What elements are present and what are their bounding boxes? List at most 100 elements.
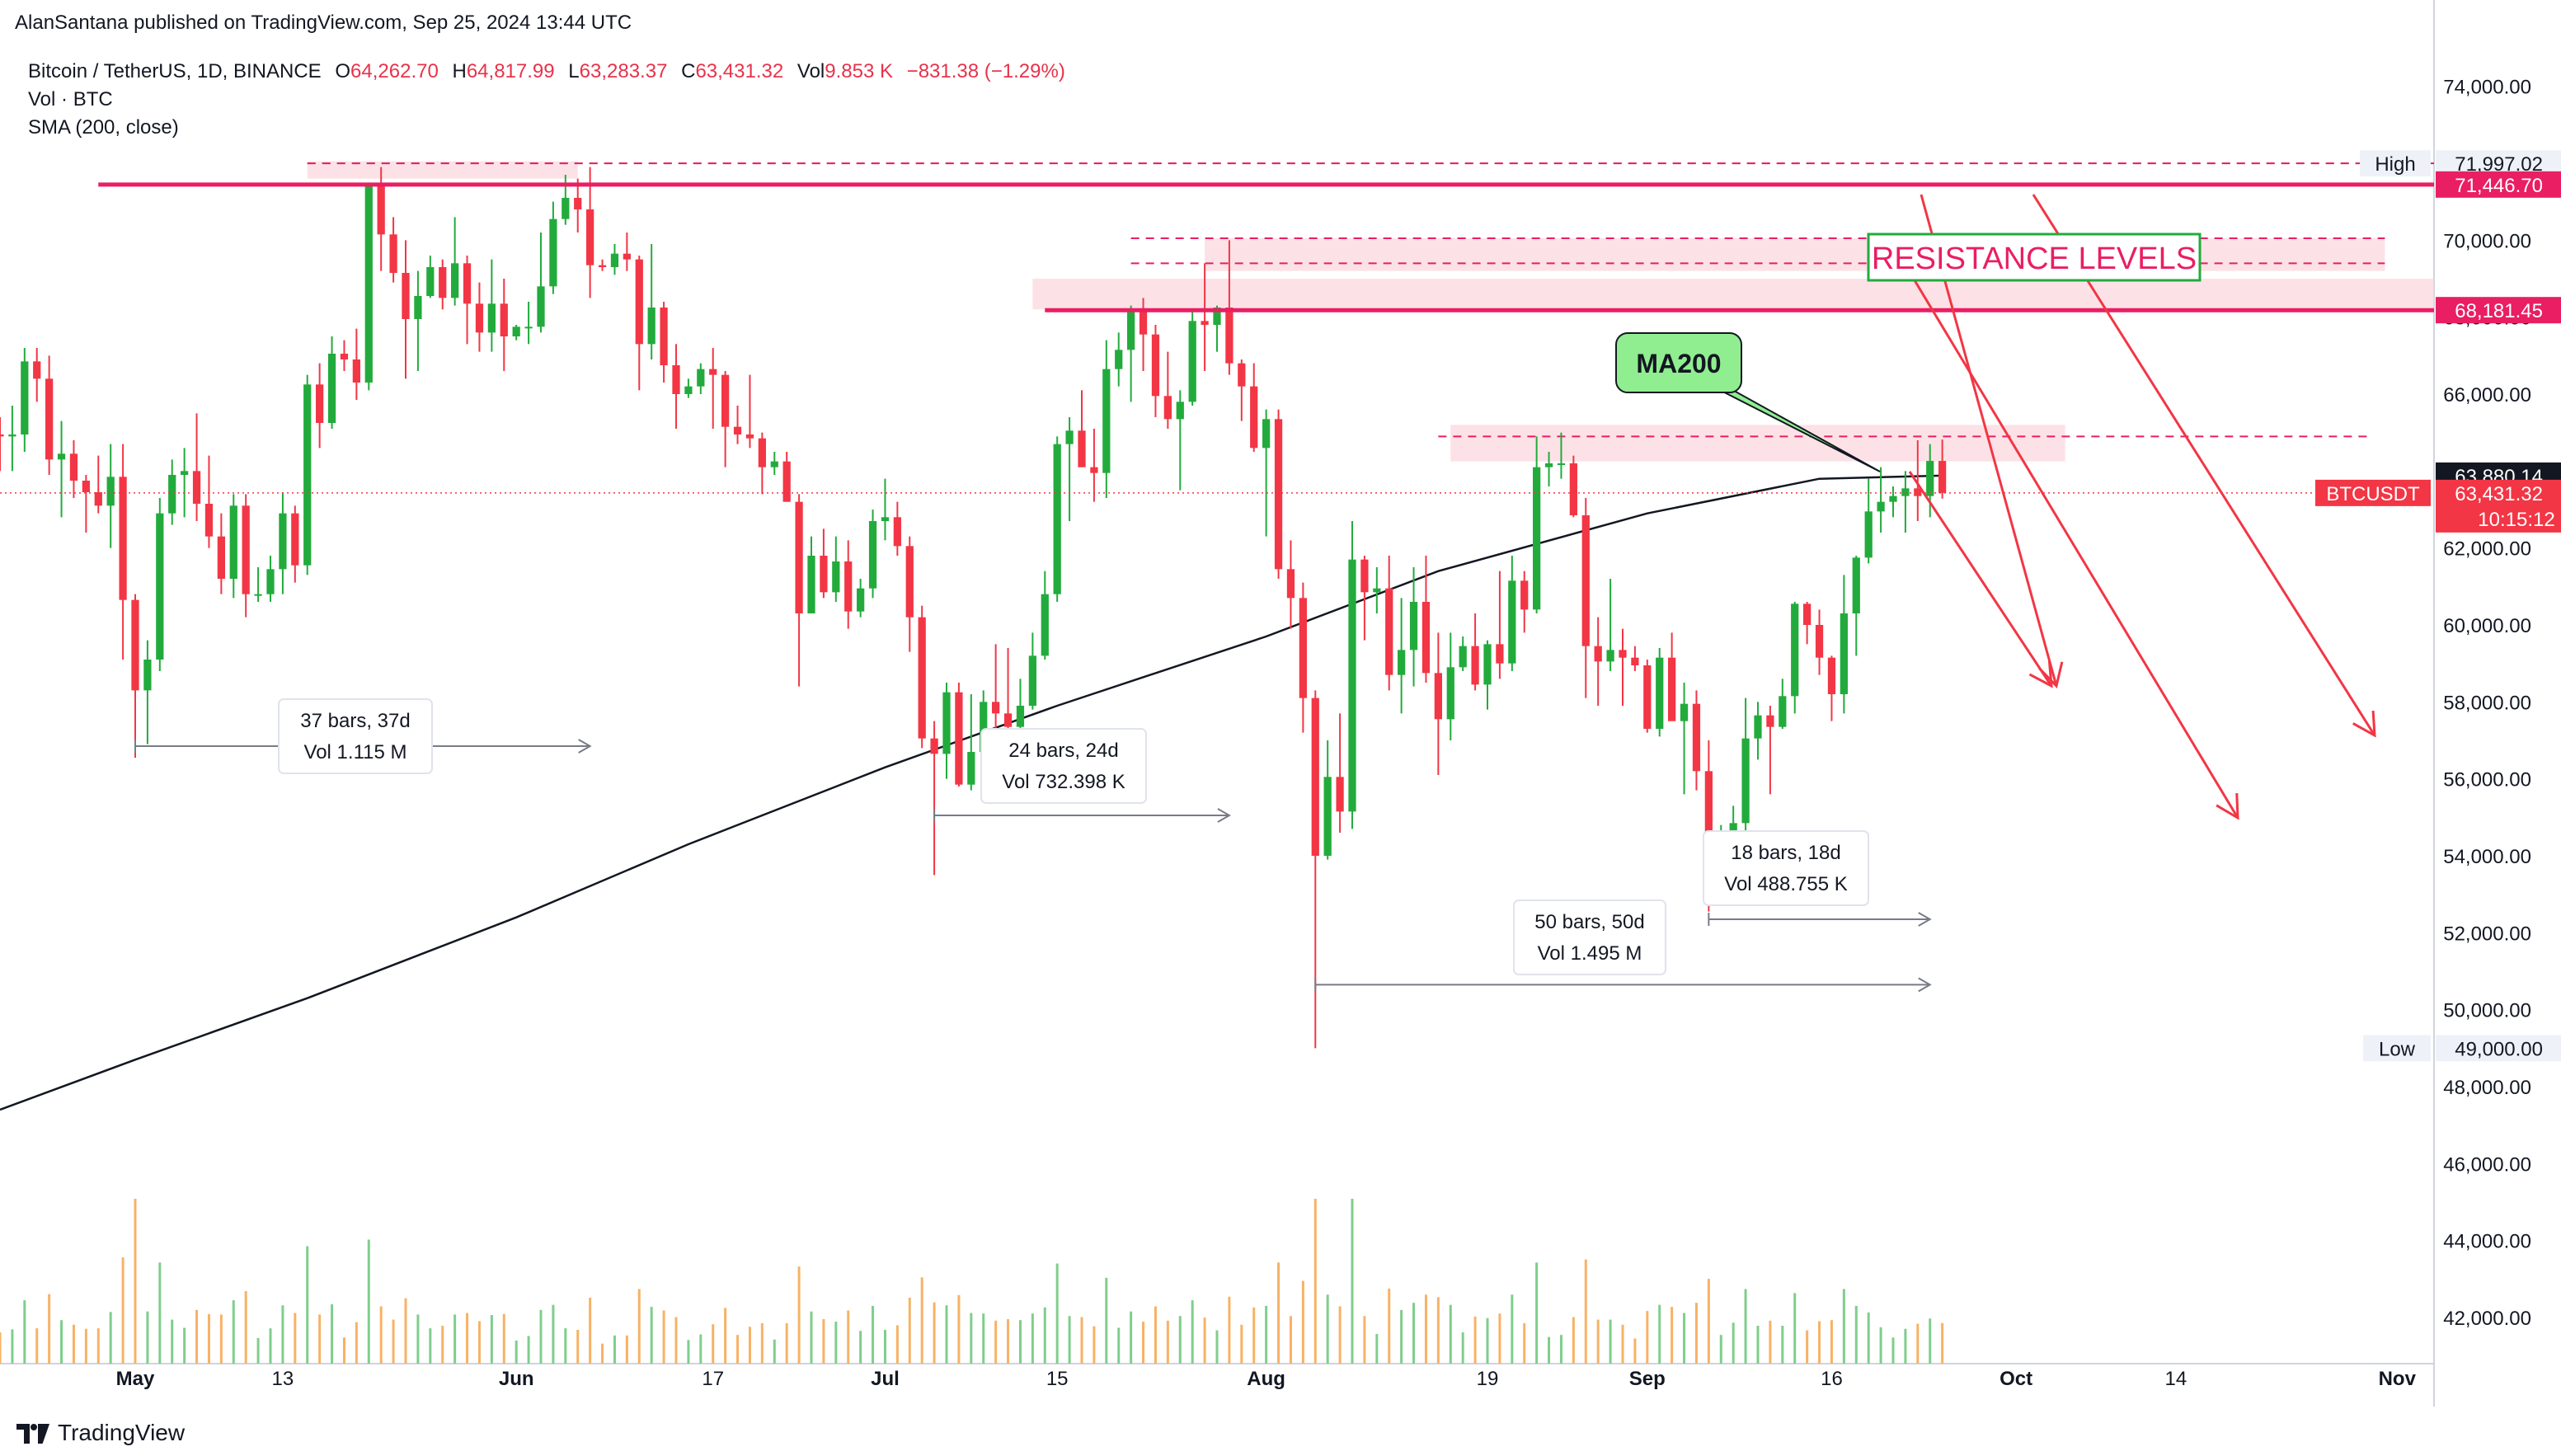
candle-body xyxy=(1803,604,1811,625)
candle-body xyxy=(143,660,152,691)
volume-bar xyxy=(785,1322,788,1364)
candle-body xyxy=(1852,557,1860,613)
candle-body xyxy=(672,365,680,394)
candle-body xyxy=(1791,604,1799,697)
volume-bar xyxy=(1252,1307,1256,1364)
legend-vol-label: Vol xyxy=(796,60,825,82)
volume-bar xyxy=(895,1325,899,1364)
candle-body xyxy=(1028,655,1036,706)
price-tick-label: 62,000.00 xyxy=(2443,538,2531,561)
candle-body xyxy=(562,198,570,219)
candle-body xyxy=(21,361,29,434)
legend-vol-value: 9.853 K xyxy=(825,60,893,82)
low-price-label-bg xyxy=(2436,1035,2561,1062)
candle-body xyxy=(463,263,472,304)
measure-bars-text: 24 bars, 24d xyxy=(1008,740,1118,762)
volume-bar xyxy=(650,1307,653,1364)
volume-bar xyxy=(883,1329,886,1364)
volume-bar xyxy=(1732,1322,1735,1364)
candle-body xyxy=(487,303,496,333)
volume-bar xyxy=(294,1313,297,1364)
candle-body xyxy=(1766,715,1774,727)
candle-body xyxy=(1053,444,1061,594)
resistance-price-label-bg xyxy=(2436,297,2561,324)
volume-bar xyxy=(256,1337,260,1364)
volume-bar xyxy=(1671,1307,1674,1364)
legend-sma-indicator[interactable]: SMA (200, close) xyxy=(28,116,179,139)
chart-legend: Bitcoin / TetherUS, 1D, BINANCE O64,262.… xyxy=(28,58,1065,142)
candle-body xyxy=(697,369,705,387)
volume-bar xyxy=(982,1313,985,1364)
candle-body xyxy=(881,517,890,521)
candle-body xyxy=(1459,646,1467,668)
volume-bar xyxy=(1941,1322,1944,1364)
candle-body xyxy=(1299,598,1307,698)
price-tick-label: 48,000.00 xyxy=(2443,1077,2531,1099)
volume-bar xyxy=(416,1314,420,1364)
candle-body xyxy=(1446,667,1454,720)
tradingview-brand[interactable]: TradingView xyxy=(16,1420,185,1446)
resistance-zone xyxy=(307,161,578,179)
volume-bar xyxy=(810,1311,813,1364)
volume-bar xyxy=(48,1294,51,1364)
volume-bar xyxy=(306,1246,309,1364)
volume-bar xyxy=(1584,1259,1587,1364)
candle-body xyxy=(1373,588,1381,593)
time-tick-label: 19 xyxy=(1477,1368,1499,1390)
price-tick-label: 66,000.00 xyxy=(2443,384,2531,406)
candle-body xyxy=(758,438,766,467)
volume-bar xyxy=(601,1343,604,1364)
resistance-zone xyxy=(1450,425,2065,462)
measure-bars-text: 37 bars, 37d xyxy=(300,710,410,732)
publisher-line: AlanSantana published on TradingView.com… xyxy=(15,12,632,34)
volume-bar xyxy=(1351,1199,1354,1364)
candle-body xyxy=(807,556,815,613)
volume-bar xyxy=(1117,1327,1121,1364)
volume-bar xyxy=(1093,1326,1096,1364)
resistance-price-label: 68,181.45 xyxy=(2455,300,2543,322)
volume-bar xyxy=(134,1199,137,1364)
volume-bar xyxy=(1694,1303,1698,1364)
candle-body xyxy=(340,354,349,359)
volume-bar xyxy=(1031,1313,1034,1364)
candle-body xyxy=(500,303,508,336)
volume-bar xyxy=(1363,1316,1366,1364)
legend-open-label: O xyxy=(335,60,351,82)
measure-volume-text: Vol 488.755 K xyxy=(1724,873,1847,895)
volume-bar xyxy=(121,1257,125,1364)
volume-bar xyxy=(367,1239,370,1364)
candle-body xyxy=(426,267,435,296)
candle-body xyxy=(1127,311,1135,350)
candle-body xyxy=(930,738,938,754)
candle-body xyxy=(610,253,619,267)
volume-bar xyxy=(1265,1305,1268,1364)
volume-bar xyxy=(994,1320,998,1364)
volume-bar xyxy=(207,1313,210,1364)
volume-bar xyxy=(872,1305,875,1364)
legend-volume-indicator[interactable]: Vol · BTC xyxy=(28,88,113,110)
legend-symbol[interactable]: Bitcoin / TetherUS, 1D, BINANCE xyxy=(28,60,322,82)
candle-body xyxy=(1385,588,1393,675)
candle-body xyxy=(635,259,643,345)
volume-bar xyxy=(60,1320,63,1364)
candle-body xyxy=(1594,646,1602,662)
volume-bar xyxy=(1891,1337,1895,1364)
volume-bar xyxy=(281,1305,284,1364)
candle-body xyxy=(684,386,693,394)
candle-body xyxy=(586,209,594,265)
volume-bar xyxy=(748,1327,751,1364)
candle-body xyxy=(45,378,54,460)
measure-bars-text: 18 bars, 18d xyxy=(1731,842,1840,864)
measure-volume-text: Vol 1.115 M xyxy=(304,741,407,763)
volume-bar xyxy=(158,1262,162,1364)
price-tick-label: 54,000.00 xyxy=(2443,846,2531,868)
candle-body xyxy=(316,384,324,423)
volume-bar xyxy=(1436,1297,1440,1364)
volume-bar xyxy=(1461,1332,1464,1364)
volume-bar xyxy=(269,1328,272,1364)
volume-bar xyxy=(1240,1324,1243,1364)
measure-arrowhead xyxy=(1217,808,1231,823)
legend-ohlc-row: Bitcoin / TetherUS, 1D, BINANCE O64,262.… xyxy=(28,58,1065,86)
volume-bar xyxy=(662,1310,665,1364)
